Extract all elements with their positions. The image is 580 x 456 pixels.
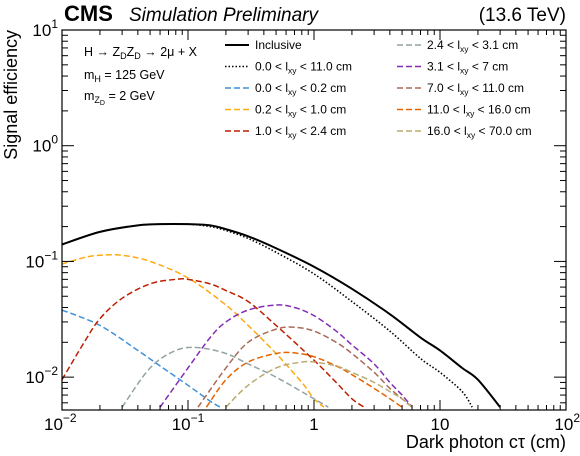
cms-label: CMS xyxy=(64,1,113,26)
x-tick-label: 1 xyxy=(309,415,318,434)
legend-label-5: 2.4 < lxy < 3.1 cm xyxy=(427,38,518,54)
legend-label-1: 0.0 < lxy < 11.0 cm xyxy=(255,60,352,76)
series-line-3 xyxy=(62,253,325,408)
info-block: H → ZDZD → 2μ + X mH = 125 GeV mZD = 2 G… xyxy=(84,45,198,107)
series-line-8 xyxy=(205,351,403,408)
series-line-4 xyxy=(62,278,365,408)
axis-ticks xyxy=(61,29,567,410)
x-tick-label: 10−1 xyxy=(172,411,205,434)
legend-label-9: 16.0 < lxy < 70.0 cm xyxy=(427,124,532,140)
y-tick-label: 101 xyxy=(32,17,58,40)
x-tick-label: 10−2 xyxy=(44,411,77,434)
y-tick-label: 100 xyxy=(32,133,58,156)
y-axis-title: Signal efficiency xyxy=(1,30,21,160)
legend-label-7: 7.0 < lxy < 11.0 cm xyxy=(427,81,524,97)
mh-label: mH = 125 GeV xyxy=(84,68,165,84)
x-axis-title: Dark photon cτ (cm) xyxy=(406,432,566,452)
y-tick-label: 10−1 xyxy=(25,248,58,271)
legend: Inclusive 0.0 < lxy < 11.0 cm 0.0 < lxy < … xyxy=(225,38,532,140)
legend-label-0: Inclusive xyxy=(255,38,302,52)
series-line-2 xyxy=(62,309,221,408)
series-line-9 xyxy=(225,360,413,408)
cms-subtitle: Simulation Preliminary xyxy=(129,5,320,26)
series-line-7 xyxy=(197,326,413,408)
y-tick-label: 10−2 xyxy=(25,364,58,387)
mzd-label: mZD = 2 GeV xyxy=(84,89,155,107)
legend-label-6: 3.1 < lxy < 7 cm xyxy=(427,60,508,76)
process-label: H → ZDZD → 2μ + X xyxy=(84,45,198,61)
legend-label-3: 0.2 < lxy < 1.0 cm xyxy=(255,103,346,119)
legend-label-2: 0.0 < lxy < 0.2 cm xyxy=(255,81,346,97)
series-lines xyxy=(62,222,501,408)
x-tick-label: 102 xyxy=(554,411,580,434)
legend-label-4: 1.0 < lxy < 2.4 cm xyxy=(255,124,346,140)
x-tick-label: 10 xyxy=(431,415,450,434)
energy-label: (13.6 TeV) xyxy=(479,5,566,26)
axis-tick-labels: 10−2 10−1 1 10 102 10−2 10−1 100 101 xyxy=(25,17,580,434)
legend-label-8: 11.0 < lxy < 16.0 cm xyxy=(427,103,531,119)
series-line-0 xyxy=(62,222,501,408)
series-line-5 xyxy=(121,346,329,408)
series-line-6 xyxy=(159,304,413,408)
series-line-1 xyxy=(62,223,473,408)
